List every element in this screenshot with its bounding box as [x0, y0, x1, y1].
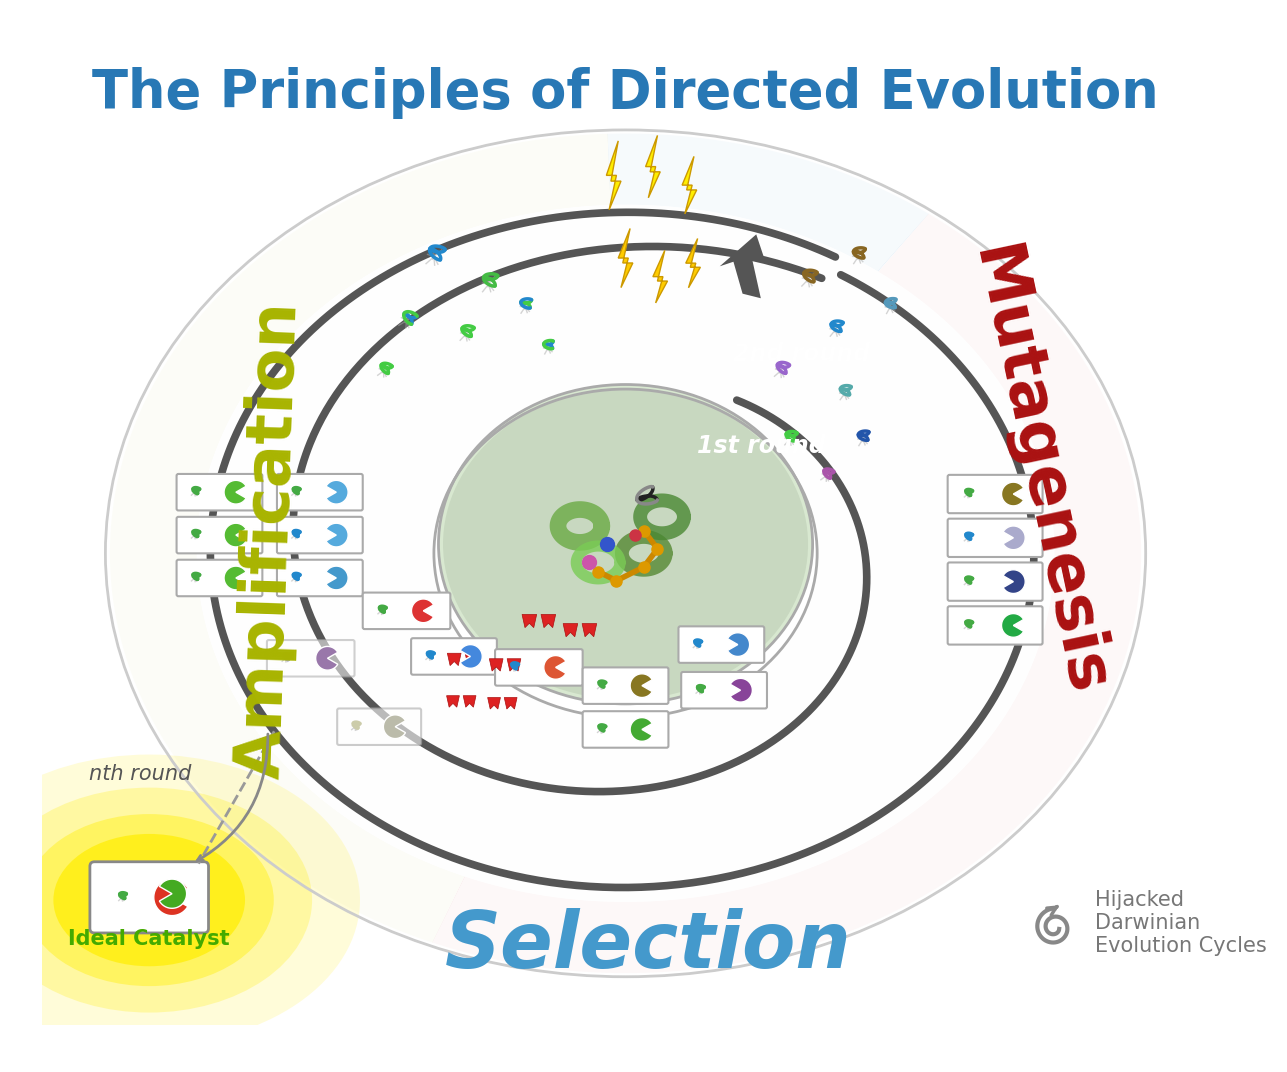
Polygon shape — [686, 238, 700, 287]
Ellipse shape — [439, 385, 812, 704]
Polygon shape — [544, 656, 566, 680]
Polygon shape — [109, 134, 1041, 942]
Polygon shape — [448, 653, 461, 666]
FancyBboxPatch shape — [277, 474, 363, 510]
Polygon shape — [461, 644, 483, 668]
Polygon shape — [727, 632, 749, 656]
FancyBboxPatch shape — [176, 560, 263, 596]
Ellipse shape — [53, 834, 245, 966]
Polygon shape — [489, 658, 503, 671]
Polygon shape — [507, 658, 521, 671]
Text: Selection: Selection — [445, 908, 852, 984]
Text: The Principles of Directed Evolution: The Principles of Directed Evolution — [93, 66, 1158, 119]
Polygon shape — [326, 566, 347, 590]
FancyBboxPatch shape — [363, 593, 450, 629]
Ellipse shape — [434, 389, 817, 717]
Polygon shape — [1003, 526, 1026, 550]
Polygon shape — [631, 717, 653, 742]
Polygon shape — [1001, 482, 1023, 506]
Polygon shape — [326, 523, 347, 547]
Polygon shape — [197, 205, 1145, 977]
Ellipse shape — [443, 389, 808, 699]
Polygon shape — [523, 614, 537, 627]
FancyBboxPatch shape — [495, 650, 583, 686]
FancyBboxPatch shape — [266, 640, 354, 676]
Polygon shape — [224, 523, 246, 547]
Polygon shape — [582, 624, 597, 637]
FancyBboxPatch shape — [277, 560, 363, 596]
Ellipse shape — [0, 755, 360, 1045]
FancyBboxPatch shape — [583, 711, 668, 747]
Polygon shape — [210, 134, 1041, 889]
Polygon shape — [315, 646, 337, 670]
Polygon shape — [197, 130, 1054, 902]
Polygon shape — [719, 235, 766, 298]
FancyBboxPatch shape — [681, 672, 767, 709]
Polygon shape — [631, 674, 653, 698]
Polygon shape — [606, 140, 620, 210]
Polygon shape — [1001, 613, 1023, 637]
Polygon shape — [434, 282, 1041, 889]
Text: 1st round: 1st round — [696, 434, 825, 458]
FancyBboxPatch shape — [947, 475, 1042, 513]
FancyBboxPatch shape — [337, 709, 421, 745]
Text: Hijacked
Darwinian
Evolution Cycles: Hijacked Darwinian Evolution Cycles — [1095, 890, 1268, 956]
Polygon shape — [488, 698, 501, 709]
Polygon shape — [160, 879, 187, 908]
Polygon shape — [106, 130, 1054, 946]
Polygon shape — [564, 624, 578, 637]
FancyBboxPatch shape — [583, 668, 668, 704]
Text: 2nd round: 2nd round — [734, 342, 870, 367]
Ellipse shape — [0, 788, 311, 1013]
Polygon shape — [682, 157, 696, 214]
Text: nth round: nth round — [89, 764, 192, 785]
Text: Mutagenesis: Mutagenesis — [960, 240, 1116, 702]
FancyBboxPatch shape — [947, 563, 1042, 600]
Polygon shape — [224, 566, 246, 590]
FancyBboxPatch shape — [176, 474, 263, 510]
Polygon shape — [326, 480, 347, 504]
Polygon shape — [447, 696, 459, 708]
FancyBboxPatch shape — [947, 607, 1042, 644]
Polygon shape — [412, 599, 434, 623]
Polygon shape — [384, 715, 405, 739]
Polygon shape — [210, 213, 1142, 973]
FancyBboxPatch shape — [411, 638, 497, 674]
Polygon shape — [646, 135, 660, 198]
Polygon shape — [541, 614, 556, 627]
Polygon shape — [618, 228, 633, 287]
Text: Amplification: Amplification — [230, 300, 309, 779]
Text: Ideal Catalyst: Ideal Catalyst — [68, 929, 230, 950]
Polygon shape — [505, 698, 517, 709]
FancyBboxPatch shape — [947, 519, 1042, 557]
Polygon shape — [463, 696, 476, 708]
Polygon shape — [653, 251, 668, 303]
Polygon shape — [434, 218, 870, 717]
Polygon shape — [730, 679, 753, 702]
FancyBboxPatch shape — [277, 517, 363, 553]
FancyBboxPatch shape — [90, 862, 208, 933]
Polygon shape — [210, 218, 817, 865]
Polygon shape — [1003, 569, 1026, 594]
Polygon shape — [465, 653, 479, 666]
Polygon shape — [224, 480, 246, 504]
FancyBboxPatch shape — [176, 517, 263, 553]
FancyBboxPatch shape — [678, 626, 764, 662]
Ellipse shape — [24, 814, 274, 986]
Polygon shape — [153, 879, 188, 915]
